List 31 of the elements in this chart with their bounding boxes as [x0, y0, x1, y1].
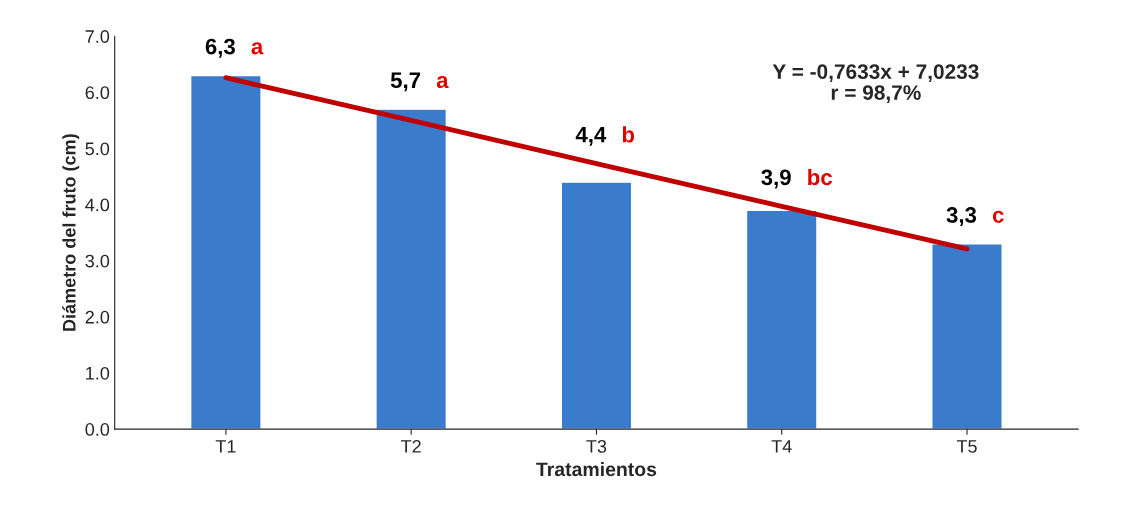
bar — [375, 108, 448, 430]
data-label: 3,9 — [761, 169, 791, 189]
bar — [560, 181, 633, 430]
data-label: 5,7 — [390, 72, 421, 92]
y-tick-label: 1.0 — [86, 366, 110, 380]
annotation: c — [992, 210, 1004, 223]
y-tick-label: 3.0 — [85, 254, 110, 268]
x-tick-label: T3 — [586, 440, 607, 453]
y-tick-label: 2.0 — [85, 310, 110, 324]
y-tick-label: 6.0 — [85, 86, 110, 100]
annotation: bc — [808, 168, 833, 186]
data-label: 4,4 — [575, 127, 607, 146]
y-tick-label: 7.0 — [85, 30, 110, 43]
data-label: 6,3 — [205, 38, 235, 58]
annotation: Y = -0,7633x + 7,0233 r = 98,7% — [772, 64, 979, 103]
y-tick-label: 0.0 — [85, 423, 110, 436]
annotation: b — [622, 126, 635, 143]
y-tick-label: 5.0 — [85, 142, 110, 156]
x-tick-label: T4 — [771, 440, 792, 453]
y-axis-title: Diámetro del fruto (cm) — [62, 134, 80, 331]
x-axis-title: Tratamientos — [536, 461, 657, 477]
data-label: 3,3 — [946, 207, 977, 227]
x-tick-label: T2 — [401, 440, 421, 453]
y-tick-label: 4.0 — [85, 198, 110, 212]
x-tick-label: T1 — [215, 440, 236, 453]
bar — [189, 74, 262, 430]
bar — [745, 209, 818, 430]
x-tick-label: T5 — [956, 440, 977, 453]
annotation: a — [436, 75, 449, 89]
annotation: a — [251, 42, 264, 55]
bar — [931, 243, 1003, 430]
